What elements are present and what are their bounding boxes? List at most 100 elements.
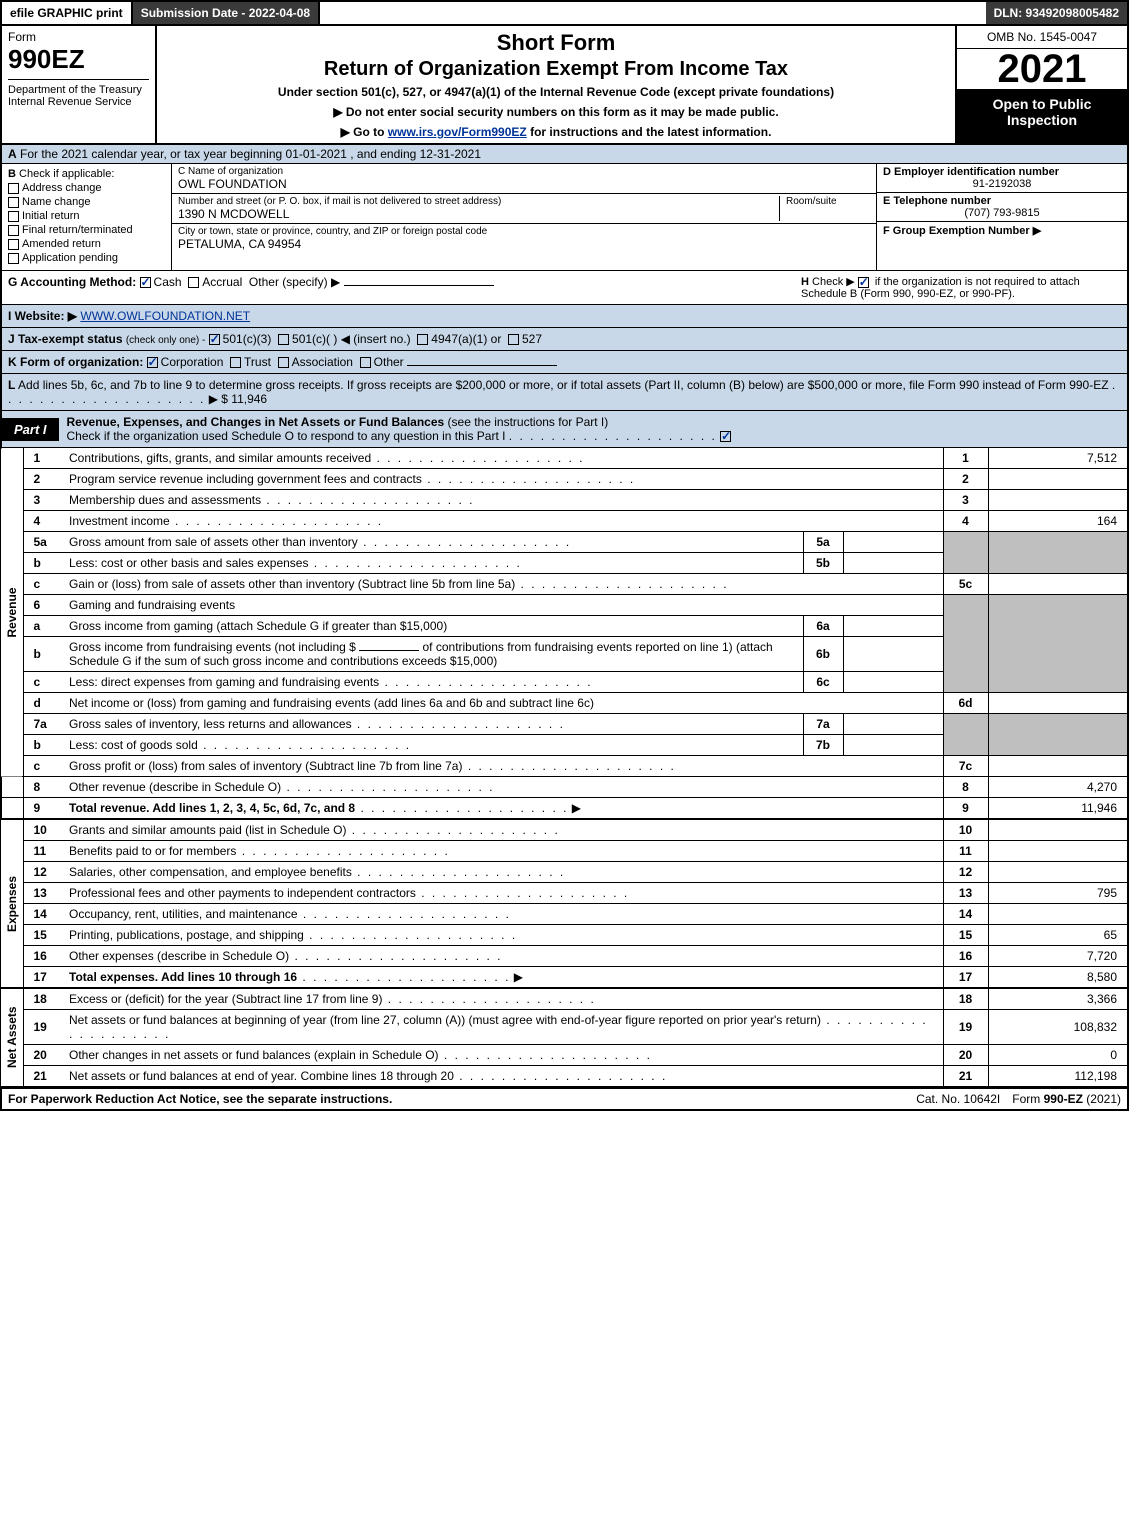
line-6d: d Net income or (loss) from gaming and f… [1,693,1128,714]
amt-15: 65 [988,925,1128,946]
chk-trust[interactable] [230,357,241,368]
amt-1: 7,512 [988,448,1128,469]
org-name: OWL FOUNDATION [178,177,870,191]
amt-3 [988,490,1128,511]
chk-501c3[interactable] [209,334,220,345]
line-6: 6 Gaming and fundraising events [1,595,1128,616]
line-11: 11 Benefits paid to or for members 11 [1,841,1128,862]
line-21: 21 Net assets or fund balances at end of… [1,1066,1128,1088]
org-street: 1390 N MCDOWELL [178,207,773,221]
irs-link[interactable]: www.irs.gov/Form990EZ [388,125,527,139]
chk-501c[interactable] [278,334,289,345]
chk-address-change[interactable]: Address change [8,182,165,194]
line-14: 14 Occupancy, rent, utilities, and maint… [1,904,1128,925]
form-word: Form [8,30,149,44]
subtitle-goto: ▶ Go to www.irs.gov/Form990EZ for instru… [163,125,949,139]
line-3: 3 Membership dues and assessments 3 [1,490,1128,511]
col-b: B Check if applicable: Address change Na… [2,164,172,270]
dln-label: DLN: 93492098005482 [986,2,1127,24]
row-a: A For the 2021 calendar year, or tax yea… [0,145,1129,164]
chk-schedule-b[interactable] [858,277,869,288]
phone-value: (707) 793-9815 [883,207,1121,219]
part1-header: Part I Revenue, Expenses, and Changes in… [0,411,1129,448]
chk-corp[interactable] [147,357,158,368]
header-right: OMB No. 1545-0047 2021 Open to Public In… [957,26,1127,143]
amt-5c [988,574,1128,595]
row-i: I Website: ▶ WWW.OWLFOUNDATION.NET [0,305,1129,328]
amt-7c [988,756,1128,777]
header-left: Form 990EZ Department of the Treasury In… [2,26,157,143]
form-header: Form 990EZ Department of the Treasury In… [0,26,1129,145]
amt-12 [988,862,1128,883]
line-9: 9 Total revenue. Add lines 1, 2, 3, 4, 5… [1,798,1128,820]
chk-schedule-o-part1[interactable] [720,431,731,442]
chk-amended-return[interactable]: Amended return [8,238,165,250]
subtitle-ssn: ▶ Do not enter social security numbers o… [163,105,949,119]
footer: For Paperwork Reduction Act Notice, see … [0,1088,1129,1111]
footer-catno: Cat. No. 10642I [910,1089,1006,1109]
chk-assoc[interactable] [278,357,289,368]
gross-receipts: 11,946 [231,392,267,406]
amt-13: 795 [988,883,1128,904]
line-7c: c Gross profit or (loss) from sales of i… [1,756,1128,777]
line-19: 19 Net assets or fund balances at beginn… [1,1010,1128,1045]
chk-4947[interactable] [417,334,428,345]
chk-cash[interactable] [140,277,151,288]
top-bar: efile GRAPHIC print Submission Date - 20… [0,0,1129,26]
amt-11 [988,841,1128,862]
chk-other-org[interactable] [360,357,371,368]
chk-527[interactable] [508,334,519,345]
line-2: 2 Program service revenue including gove… [1,469,1128,490]
amt-19: 108,832 [988,1010,1128,1045]
line-10: Expenses 10 Grants and similar amounts p… [1,819,1128,841]
side-expenses: Expenses [1,819,23,988]
tax-year-text: For the 2021 calendar year, or tax year … [20,147,481,161]
info-block: B Check if applicable: Address change Na… [0,164,1129,271]
org-city: PETALUMA, CA 94954 [178,237,870,251]
chk-accrual[interactable] [188,277,199,288]
line-7a: 7a Gross sales of inventory, less return… [1,714,1128,735]
col-c: C Name of organization OWL FOUNDATION Nu… [172,164,877,270]
line-20: 20 Other changes in net assets or fund b… [1,1045,1128,1066]
website-value[interactable]: WWW.OWLFOUNDATION.NET [80,309,250,323]
line-13: 13 Professional fees and other payments … [1,883,1128,904]
title-short-form: Short Form [163,30,949,56]
row-l: L Add lines 5b, 6c, and 7b to line 9 to … [0,374,1129,411]
chk-name-change[interactable]: Name change [8,196,165,208]
line-15: 15 Printing, publications, postage, and … [1,925,1128,946]
chk-final-return[interactable]: Final return/terminated [8,224,165,236]
line-17: 17 Total expenses. Add lines 10 through … [1,967,1128,989]
chk-initial-return[interactable]: Initial return [8,210,165,222]
amt-6d [988,693,1128,714]
amt-4: 164 [988,511,1128,532]
submission-date: Submission Date - 2022-04-08 [133,2,320,24]
side-netassets: Net Assets [1,988,23,1087]
side-revenue: Revenue [1,448,23,777]
omb-number: OMB No. 1545-0047 [957,26,1127,49]
row-k: K Form of organization: Corporation Trus… [0,351,1129,374]
amt-18: 3,366 [988,988,1128,1010]
form-number: 990EZ [8,44,149,75]
row-gh: G Accounting Method: Cash Accrual Other … [0,271,1129,305]
line-1: Revenue 1 Contributions, gifts, grants, … [1,448,1128,469]
ein-value: 91-2192038 [883,178,1121,190]
chk-application-pending[interactable]: Application pending [8,252,165,264]
amt-9: 11,946 [988,798,1128,820]
line-8: 8 Other revenue (describe in Schedule O)… [1,777,1128,798]
part1-tab: Part I [2,418,59,441]
col-d: D Employer identification number 91-2192… [877,164,1127,270]
line-12: 12 Salaries, other compensation, and emp… [1,862,1128,883]
subtitle-section: Under section 501(c), 527, or 4947(a)(1)… [163,85,949,99]
dept-label: Department of the Treasury Internal Reve… [8,79,149,108]
efile-label[interactable]: efile GRAPHIC print [2,2,133,24]
line-18: Net Assets 18 Excess or (deficit) for th… [1,988,1128,1010]
amt-14 [988,904,1128,925]
footer-formref: Form 990-EZ (2021) [1006,1089,1127,1109]
amt-2 [988,469,1128,490]
row-j: J Tax-exempt status (check only one) - 5… [0,328,1129,351]
line-16: 16 Other expenses (describe in Schedule … [1,946,1128,967]
open-inspection: Open to Public Inspection [957,90,1127,143]
amt-10 [988,819,1128,841]
tax-year: 2021 [957,49,1127,90]
amt-21: 112,198 [988,1066,1128,1088]
